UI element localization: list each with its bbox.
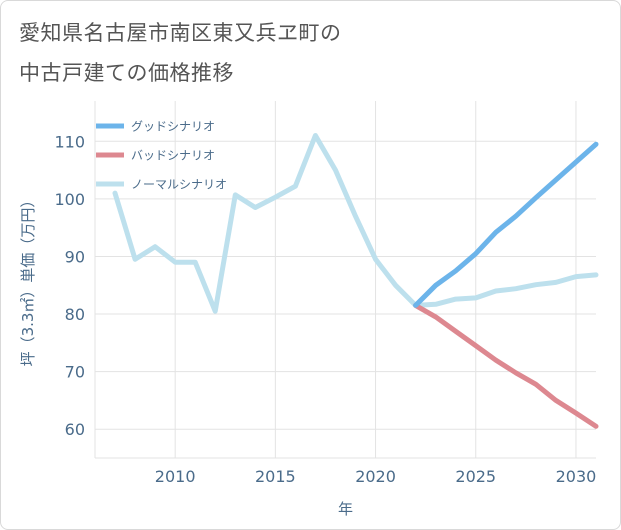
x-tick-label: 2030	[556, 467, 597, 486]
x-tick-label: 2010	[155, 467, 196, 486]
series-line-normal	[112, 133, 599, 314]
series-line-bad	[413, 302, 599, 429]
x-tick-label: 2025	[455, 467, 496, 486]
series-line-good	[413, 141, 599, 308]
x-axis-label: 年	[338, 500, 353, 518]
chart-title-line-1: 愛知県名古屋市南区東又兵ヱ町の	[19, 21, 342, 45]
y-tick-label: 80	[65, 305, 85, 324]
x-tick-label: 2020	[355, 467, 396, 486]
y-tick-label: 90	[65, 247, 85, 266]
legend-label: ノーマルシナリオ	[131, 178, 227, 192]
y-tick-label: 70	[65, 363, 85, 382]
y-tick-label: 60	[65, 420, 85, 439]
y-tick-label: 100	[54, 190, 85, 209]
x-tick-label: 2015	[255, 467, 296, 486]
chart-title-line-2: 中古戸建ての価格推移	[19, 61, 234, 85]
y-axis-label: 坪（3.3㎡）単価（万円）	[19, 193, 37, 367]
legend-label: グッドシナリオ	[131, 120, 215, 134]
y-tick-label: 110	[54, 132, 85, 151]
legend-label: バッドシナリオ	[131, 149, 215, 163]
